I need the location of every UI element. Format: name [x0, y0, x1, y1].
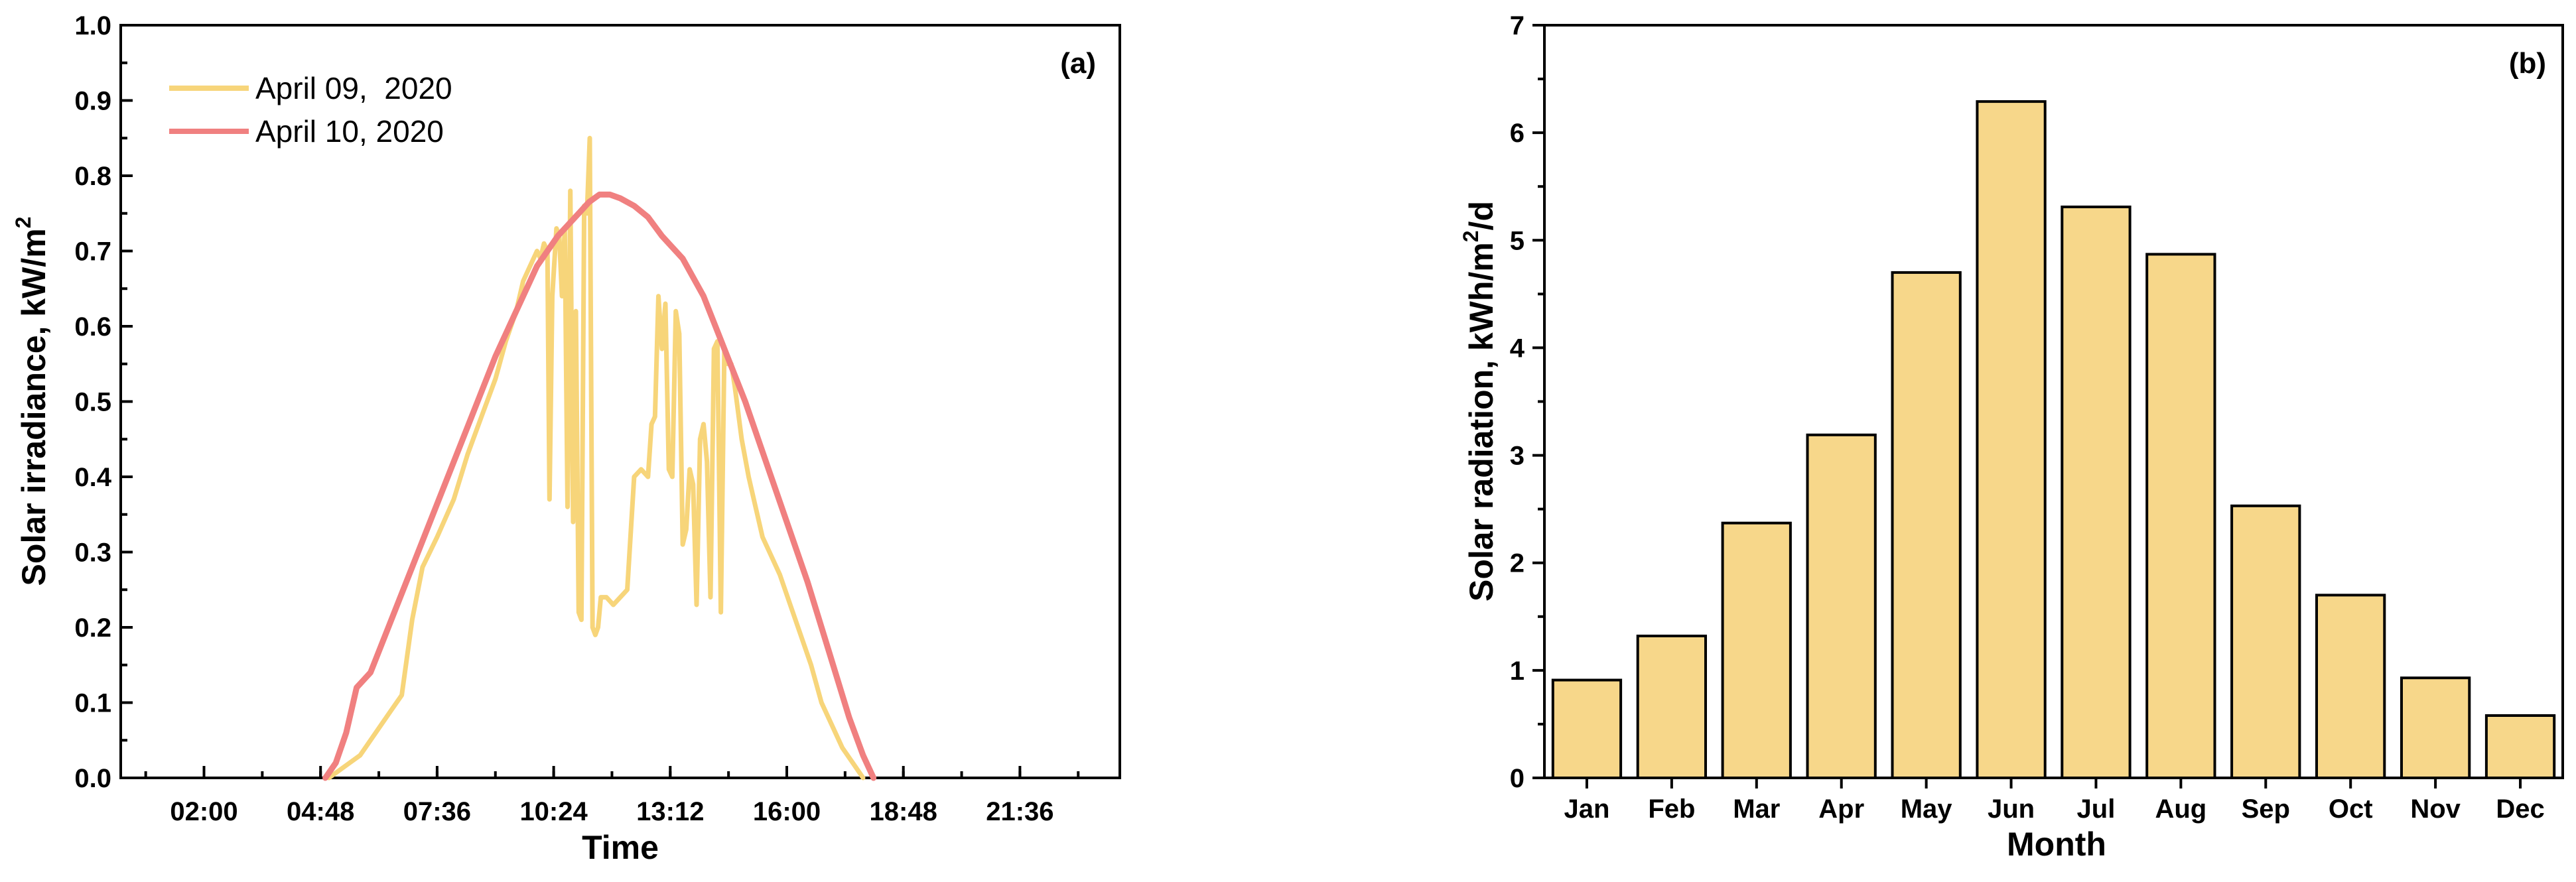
bar-aug	[2145, 253, 2216, 779]
x-tick-label: 13:12	[636, 797, 704, 826]
x-tick-label: Oct	[2329, 794, 2373, 824]
bar-sep	[2230, 504, 2301, 779]
y-axis-title-b-suffix: /d	[1463, 201, 1500, 230]
irradiance-line-chart: 0.00.10.20.30.40.50.60.70.80.91.0 02:00 0…	[11, 11, 1121, 866]
x-tick-label: 07:36	[403, 797, 471, 826]
bar-jul	[2061, 206, 2132, 779]
y-tick-label: 0.5	[74, 388, 111, 417]
y-tick-label: 0.8	[74, 162, 111, 191]
bars-b	[1551, 100, 2556, 780]
y-tick-label: 0.7	[74, 237, 111, 267]
bar-oct	[2315, 594, 2386, 780]
series-line-1	[322, 191, 877, 781]
bar-feb	[1636, 635, 1707, 779]
x-tick-label: 04:48	[287, 797, 354, 826]
y-axis-title-b: Solar radiation, kWh/m2/d	[1459, 201, 1500, 601]
x-tick-label: May	[1901, 794, 1953, 824]
series-lines-a	[322, 135, 877, 781]
y-tick-label: 3	[1510, 442, 1525, 471]
y-axis-title-a-main: Solar irradiance, kW/m	[15, 228, 52, 586]
y-axis-b: 0 1 2 3 4 5 6 7	[1510, 11, 1544, 793]
y-tick-label: 0	[1510, 764, 1525, 793]
panel-label-b: (b)	[2509, 47, 2546, 80]
x-tick-label: Dec	[2496, 794, 2544, 824]
legend-label-april-09: April 09, 2020	[255, 71, 452, 105]
y-axis-title-a: Solar irradiance, kW/m2	[11, 217, 52, 586]
bar-jun	[1976, 100, 2047, 780]
x-tick-label: 10:24	[519, 797, 588, 826]
x-tick-label: Jun	[1988, 794, 2035, 824]
x-axis-a: 02:00 04:48 07:36 10:24 13:12 16:00 18:48 21:36	[144, 766, 1080, 826]
y-tick-label: 0.1	[74, 689, 111, 718]
x-tick-label: 18:48	[870, 797, 937, 826]
bar-nov	[2400, 676, 2471, 780]
y-tick-label: 4	[1510, 334, 1525, 363]
radiation-bar-chart: 0 1 2 3 4 5 6 7 Jan Feb Mar Apr May Jun Jul Aug Sep Oct N…	[1459, 11, 2564, 863]
bar-dec	[2484, 714, 2556, 779]
x-tick-label: 21:36	[986, 797, 1053, 826]
x-tick-label: Sep	[2242, 794, 2290, 824]
y-tick-label: 2	[1510, 549, 1525, 578]
x-axis-title-b: Month	[2007, 826, 2106, 863]
x-tick-label: Aug	[2155, 794, 2206, 824]
y-axis-a: 0.0 0.1 0.2 0.3 0.4 0.5 0.6 0.7 0.8 0.9 1.0	[74, 11, 133, 793]
x-axis-title-a: Time	[582, 829, 659, 866]
x-tick-label: 02:00	[170, 797, 237, 826]
bar-apr	[1806, 433, 1877, 779]
x-tick-label: Jul	[2077, 794, 2116, 824]
y-tick-label: 0.4	[74, 463, 111, 492]
y-tick-label: 6	[1510, 119, 1525, 148]
y-tick-label: 0.2	[74, 613, 111, 643]
y-tick-label: 0.9	[74, 87, 111, 116]
y-tick-label: 5	[1510, 226, 1525, 255]
y-tick-label: 0.6	[74, 312, 111, 342]
y-tick-label: 0.0	[74, 764, 111, 793]
x-tick-label: Apr	[1818, 794, 1864, 824]
x-tick-label: 16:00	[753, 797, 821, 826]
x-tick-label: Jan	[1564, 794, 1609, 824]
x-axis-b: Jan Feb Mar Apr May Jun Jul Aug Sep Oct Nov Dec	[1564, 778, 2545, 824]
y-axis-title-b-sup: 2	[1459, 230, 1483, 242]
x-tick-label: Feb	[1648, 794, 1695, 824]
y-tick-label: 1	[1510, 657, 1525, 686]
x-tick-label: Mar	[1733, 794, 1780, 824]
y-tick-label: 0.3	[74, 538, 111, 568]
y-tick-label: 1.0	[74, 11, 111, 40]
y-tick-label: 7	[1510, 11, 1525, 40]
legend-a: April 09, 2020 April 10, 2020	[169, 71, 452, 149]
legend-label-april-10: April 10, 2020	[255, 114, 444, 149]
bar-jan	[1551, 678, 1623, 779]
series-line-0	[326, 135, 866, 781]
y-axis-title-a-sup: 2	[11, 217, 35, 229]
y-axis-title-b-main: Solar radiation, kWh/m	[1463, 242, 1500, 601]
x-tick-label: Nov	[2410, 794, 2461, 824]
panel-label-a: (a)	[1060, 47, 1096, 80]
bar-mar	[1721, 521, 1792, 779]
bar-may	[1891, 271, 1962, 779]
